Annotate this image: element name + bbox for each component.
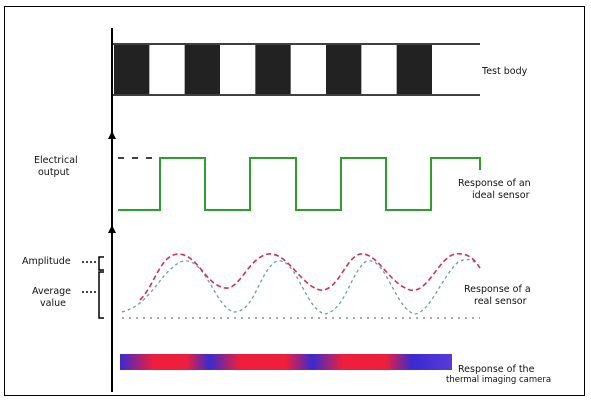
real-sensor-secondary-curve <box>121 258 481 315</box>
label-average-value-line2: value <box>40 298 66 309</box>
label-electrical-output-line1: Electrical <box>34 155 78 166</box>
label-real-sensor-line2: real sensor <box>474 296 527 307</box>
axis-arrow-real <box>108 225 116 233</box>
ideal-sensor-wave <box>118 157 481 211</box>
label-real-sensor-line1: Response of a <box>464 284 531 295</box>
amplitude-bracket <box>82 256 104 271</box>
label-ideal-sensor-line1: Response of an <box>458 178 531 189</box>
test-body-dark-cell <box>184 45 220 94</box>
label-average-value-line1: Average <box>32 286 72 297</box>
label-color-scale-line1: Response of the <box>458 364 535 375</box>
label-amplitude: Amplitude <box>22 256 71 267</box>
diagram-frame <box>4 6 585 396</box>
real-sensor-curve <box>139 252 481 301</box>
test-body-dark-cell <box>326 45 362 94</box>
test-body-stripe <box>112 43 480 96</box>
label-test-body: Test body <box>482 66 528 77</box>
thermal-camera-color-bar <box>120 354 452 370</box>
label-electrical-output-line2: output <box>38 167 70 178</box>
test-body-dark-cell <box>396 45 432 94</box>
test-body-dark-cell <box>255 45 291 94</box>
axis-arrow-ideal <box>108 131 116 139</box>
label-ideal-sensor-line2: ideal sensor <box>472 190 530 201</box>
test-body-dark-cell <box>114 45 150 94</box>
average-value-bracket <box>82 271 104 319</box>
label-color-scale-line2: thermal imaging camera <box>446 375 552 385</box>
